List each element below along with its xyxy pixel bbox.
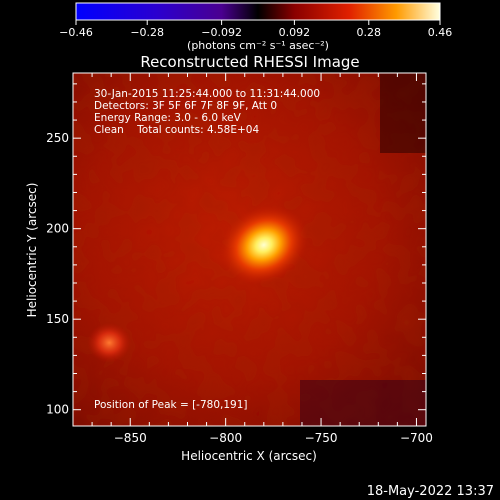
colorbar-tick-label: −0.092 <box>201 26 242 39</box>
x-axis-label: Heliocentric X (arcsec) <box>181 449 317 463</box>
secondary-source <box>87 322 132 363</box>
heatmap-image <box>73 73 426 426</box>
colorbar <box>75 2 441 21</box>
y-tick-label: 250 <box>46 131 69 145</box>
annotation-peak: Position of Peak = [-780,191] <box>94 399 248 411</box>
colorbar-tick-label: 0.092 <box>279 26 311 39</box>
annotation-time: 30-Jan-2015 11:25:44.000 to 11:31:44.000 <box>94 88 320 100</box>
main-source <box>219 205 309 285</box>
annotation-energy: Energy Range: 3.0 - 6.0 keV <box>94 112 242 124</box>
colorbar-ticks: −0.46 −0.28 −0.092 0.092 0.28 0.46 <box>59 20 452 39</box>
colorbar-tick-label: −0.28 <box>130 26 164 39</box>
plot-frame <box>72 72 427 427</box>
x-tick-label: −700 <box>400 431 433 445</box>
x-tick-label: −750 <box>305 431 338 445</box>
y-axis-label: Heliocentric Y (arcsec) <box>25 183 39 318</box>
colorbar-tick-label: 0.46 <box>428 26 453 39</box>
x-axis: −850 −800 −750 −700 <box>91 73 433 445</box>
colorbar-tick-label: −0.46 <box>59 26 93 39</box>
annotation-detectors: Detectors: 3F 5F 6F 7F 8F 9F, Att 0 <box>94 100 277 112</box>
y-axis: 100 150 200 250 <box>46 83 426 417</box>
y-tick-label: 100 <box>46 403 69 417</box>
chart-title: Reconstructed RHESSI Image <box>140 53 359 71</box>
colorbar-label: (photons cm⁻² s⁻¹ asec⁻²) <box>187 39 329 52</box>
annotation-clean: Clean Total counts: 4.58E+04 <box>94 124 259 136</box>
x-tick-label: −800 <box>209 431 242 445</box>
x-tick-label: −850 <box>114 431 147 445</box>
footer-timestamp: 18-May-2022 13:37 <box>367 484 494 499</box>
y-tick-label: 150 <box>46 312 69 326</box>
y-tick-label: 200 <box>46 222 69 236</box>
colorbar-tick-label: 0.28 <box>357 26 382 39</box>
